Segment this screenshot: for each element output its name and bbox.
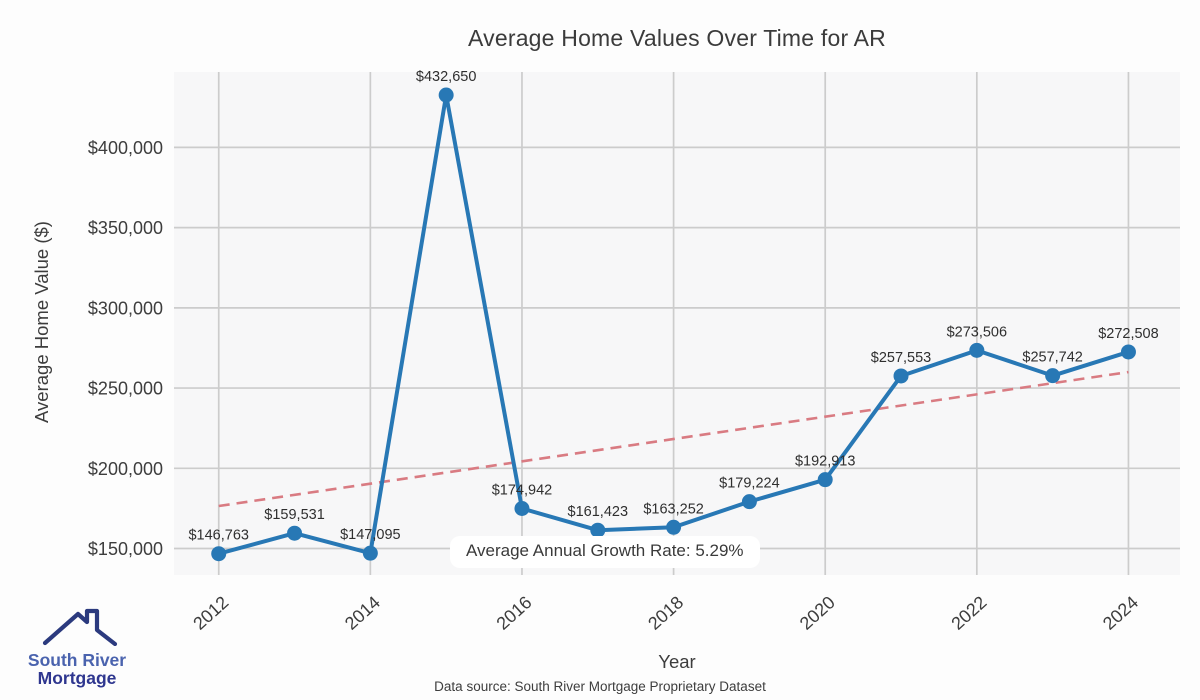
data-point-label: $257,553 xyxy=(871,350,931,366)
y-tick-label: $250,000 xyxy=(88,379,163,399)
data-point-label: $272,508 xyxy=(1098,326,1158,342)
house-roof-icon xyxy=(31,606,123,651)
data-point xyxy=(1045,368,1061,384)
x-tick-label: 2022 xyxy=(947,592,990,634)
y-tick-label: $350,000 xyxy=(88,218,163,238)
y-tick-label: $400,000 xyxy=(88,138,163,158)
x-tick-label: 2020 xyxy=(796,592,839,634)
data-point xyxy=(666,519,682,535)
data-point xyxy=(817,472,833,488)
data-point xyxy=(438,87,454,103)
data-point-label: $146,763 xyxy=(188,528,248,544)
data-point xyxy=(741,494,757,510)
data-point-label: $257,742 xyxy=(1022,350,1082,366)
data-source-caption: Data source: South River Mortgage Propri… xyxy=(434,679,766,694)
x-tick-label: 2012 xyxy=(189,592,232,634)
data-point xyxy=(211,546,227,562)
data-point-label: $163,252 xyxy=(643,501,703,517)
plot-area xyxy=(174,72,1180,575)
y-axis-title: Average Home Value ($) xyxy=(31,221,52,423)
data-point xyxy=(590,522,606,538)
logo-text-line1: South River xyxy=(27,649,127,670)
y-tick-label: $200,000 xyxy=(88,459,163,479)
x-tick-label: 2018 xyxy=(644,592,687,634)
chart-title: Average Home Values Over Time for AR xyxy=(468,25,886,51)
y-tick-label: $150,000 xyxy=(88,539,163,559)
growth-rate-annotation: Average Annual Growth Rate: 5.29% xyxy=(450,536,760,568)
data-point xyxy=(1120,344,1136,360)
data-point-label: $174,942 xyxy=(492,483,552,499)
data-point-label: $273,506 xyxy=(947,324,1007,340)
data-point-label: $432,650 xyxy=(416,69,476,85)
data-point-label: $179,224 xyxy=(719,476,779,492)
south-river-mortgage-logo: South River Mortgage xyxy=(14,606,140,688)
data-point-label: $159,531 xyxy=(264,507,324,523)
logo-text-line2: Mortgage xyxy=(37,668,117,689)
data-point xyxy=(893,368,909,384)
x-tick-label: 2024 xyxy=(1099,592,1142,634)
data-point xyxy=(514,501,530,517)
x-tick-label: 2016 xyxy=(493,592,536,634)
data-point xyxy=(362,545,378,561)
x-axis-title: Year xyxy=(658,651,696,672)
data-point xyxy=(287,525,303,541)
data-point-label: $192,913 xyxy=(795,454,855,470)
data-point-label: $147,095 xyxy=(340,527,400,543)
data-point-label: $161,423 xyxy=(568,504,628,520)
data-point xyxy=(969,342,985,358)
y-tick-label: $300,000 xyxy=(88,298,163,318)
trend-line xyxy=(218,370,1129,508)
x-tick-label: 2014 xyxy=(341,592,384,634)
